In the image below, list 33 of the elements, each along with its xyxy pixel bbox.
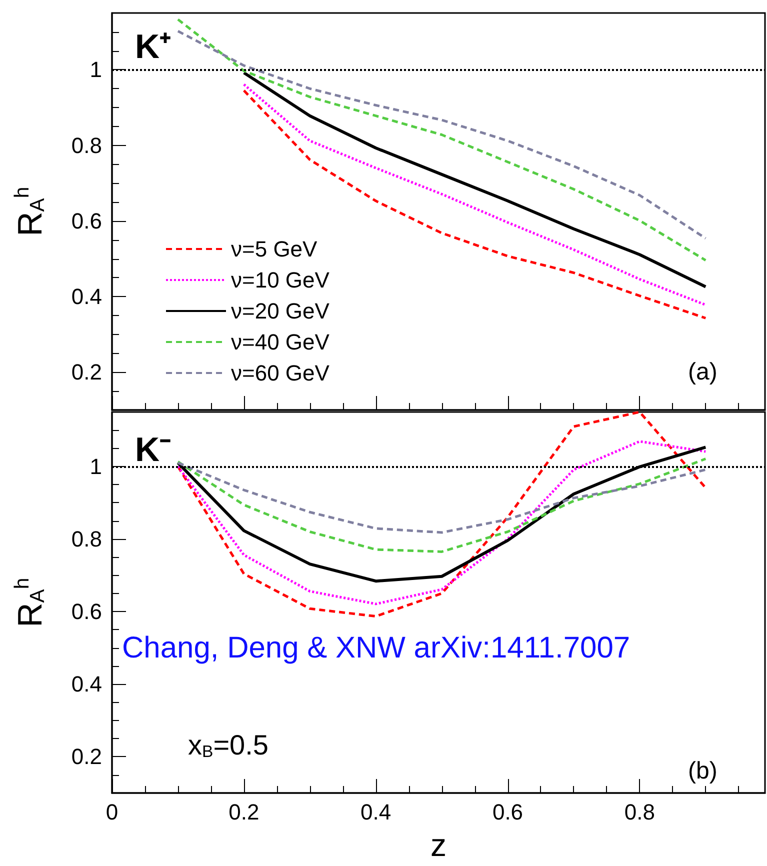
line-series (176, 440, 707, 606)
x-tick-label: 0.6 (492, 800, 524, 824)
y-tick-label: 0.8 (71, 132, 102, 158)
y-tick-label: 0.2 (71, 744, 102, 770)
y-axis-title: RAh (11, 186, 50, 236)
y-tick-label: 1 (90, 57, 102, 82)
annotation: K⁻ (135, 431, 171, 469)
y-tick-label: 0.6 (71, 599, 102, 624)
y-tick-label: 1 (90, 454, 102, 479)
x-tick-label: 0 (106, 800, 118, 824)
y-tick-label: 0.6 (71, 208, 102, 234)
annotation: (a) (688, 358, 718, 386)
legend-label: ν=60 GeV (231, 360, 330, 386)
line-series (176, 462, 707, 534)
annotation: xB=0.5 (188, 730, 268, 761)
annotation: (b) (688, 758, 718, 784)
legend-label: ν=5 GeV (231, 236, 318, 262)
x-tick-label: 0.8 (624, 800, 655, 824)
legend-label: ν=20 GeV (231, 298, 330, 324)
annotation: Chang, Deng & XNW arXiv:1411.7007 (122, 632, 630, 664)
x-tick-label: 0.2 (228, 800, 260, 824)
legend-label: ν=10 GeV (231, 268, 330, 292)
line-series (176, 411, 707, 618)
y-tick-label: 0.4 (71, 672, 102, 697)
annotation: K⁺ (135, 28, 171, 66)
y-tick-label: 0.4 (71, 284, 102, 310)
y-tick-label: 0.2 (71, 360, 102, 385)
x-axis-title: z (430, 827, 446, 863)
y-tick-label: 0.8 (71, 526, 102, 552)
x-tick-label: 0.4 (360, 800, 392, 824)
y-axis-title: RAh (11, 578, 50, 628)
line-series (176, 458, 707, 553)
legend-label: ν=40 GeV (231, 330, 330, 354)
